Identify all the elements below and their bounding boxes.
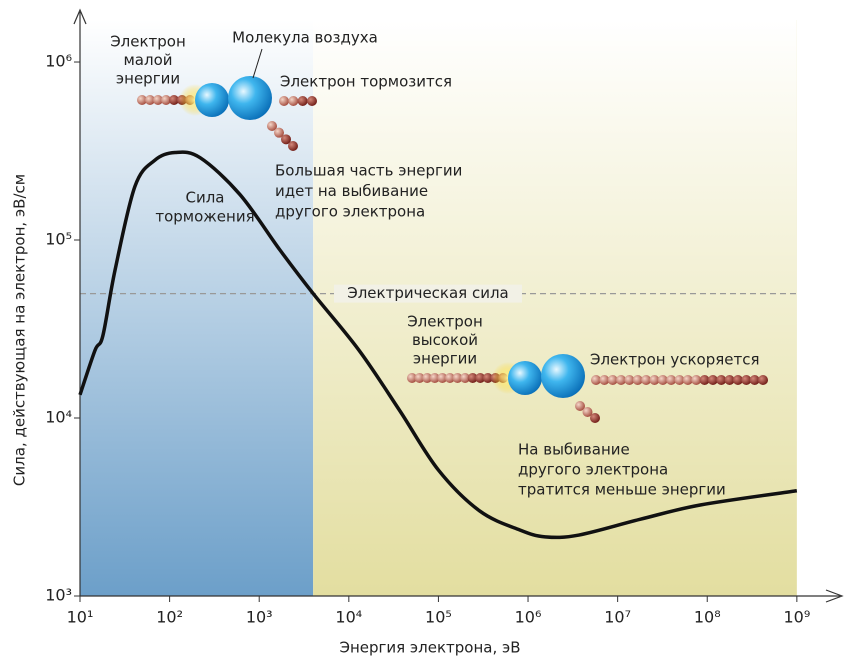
bead bbox=[682, 375, 693, 385]
x-axis-arrow bbox=[825, 589, 844, 603]
bead bbox=[444, 373, 455, 383]
bead bbox=[307, 96, 317, 106]
bead bbox=[274, 127, 284, 138]
y-axis-title: Сила, действующая на электрон, эВ/см bbox=[11, 174, 29, 486]
threshold-label-bg bbox=[334, 284, 522, 303]
bead bbox=[674, 375, 685, 385]
annotation: Молекула воздуха bbox=[232, 29, 378, 47]
bead bbox=[716, 375, 727, 385]
x-tick-label: 10¹ bbox=[67, 608, 94, 627]
annotation: Электрон ускоряется bbox=[590, 351, 760, 369]
bead bbox=[429, 373, 440, 383]
bead bbox=[288, 141, 298, 151]
x-tick-label: 10⁶ bbox=[515, 608, 542, 627]
x-tick-label: 10⁹ bbox=[783, 608, 810, 627]
bead bbox=[475, 373, 486, 383]
bead bbox=[137, 95, 147, 105]
bead bbox=[281, 134, 291, 145]
bead bbox=[607, 375, 618, 385]
x-axis-title: Энергия электрона, эВ bbox=[339, 639, 520, 657]
y-axis-arrow bbox=[73, 8, 87, 25]
annotation: малой bbox=[123, 51, 172, 69]
atom bbox=[195, 83, 229, 117]
bead bbox=[758, 375, 768, 385]
bead bbox=[153, 95, 163, 105]
bead bbox=[691, 375, 702, 385]
bead bbox=[590, 413, 600, 423]
x-tick-label: 10⁴ bbox=[335, 608, 362, 627]
annotation: высокой bbox=[412, 331, 478, 349]
bead bbox=[279, 96, 289, 106]
bead bbox=[641, 375, 652, 385]
annotation: торможения bbox=[155, 208, 254, 226]
annotation: тратится меньше энергии bbox=[518, 481, 726, 499]
background bbox=[80, 20, 797, 596]
x-tick-label: 10⁸ bbox=[694, 608, 721, 627]
bead bbox=[288, 96, 299, 106]
x-tick-label: 10³ bbox=[246, 608, 273, 627]
bead bbox=[707, 375, 718, 385]
atom bbox=[508, 361, 542, 395]
bead bbox=[575, 401, 585, 411]
annotation: На выбивание bbox=[518, 441, 630, 459]
annotation: другого электрона bbox=[275, 203, 425, 221]
bead bbox=[467, 373, 478, 383]
bead bbox=[582, 407, 593, 417]
x-tick-label: 10⁷ bbox=[604, 608, 631, 627]
bead bbox=[161, 95, 171, 105]
bead bbox=[624, 375, 635, 385]
bead bbox=[649, 375, 660, 385]
bead bbox=[591, 375, 601, 385]
pointer bbox=[252, 48, 263, 79]
bead bbox=[452, 373, 463, 383]
bead bbox=[414, 373, 425, 383]
annotation: другого электрона bbox=[518, 461, 668, 479]
threshold-label: Электрическая сила bbox=[347, 284, 509, 302]
annotation: Электрон тормозится bbox=[280, 73, 452, 91]
x-tick-label: 10⁵ bbox=[425, 608, 452, 627]
atom bbox=[228, 76, 272, 120]
illustrations bbox=[137, 76, 768, 423]
bead bbox=[460, 373, 471, 383]
curve bbox=[78, 150, 798, 540]
annotation: Электрон bbox=[407, 313, 483, 331]
bead bbox=[741, 375, 752, 385]
annotation: идет на выбивание bbox=[275, 182, 428, 200]
bead bbox=[437, 373, 448, 383]
atom bbox=[541, 354, 585, 398]
bead bbox=[666, 375, 677, 385]
bead bbox=[699, 375, 710, 385]
region-fade bbox=[80, 20, 797, 596]
annotation: энергии bbox=[413, 350, 477, 368]
bead bbox=[616, 375, 627, 385]
y-tick-label: 10⁴ bbox=[45, 408, 72, 427]
bead bbox=[482, 373, 493, 383]
x-tick-label: 10² bbox=[156, 608, 183, 627]
bead bbox=[297, 96, 308, 106]
annotation: Электрон bbox=[110, 33, 186, 51]
y-tick-label: 10⁶ bbox=[45, 52, 72, 71]
bead bbox=[632, 375, 643, 385]
bead bbox=[407, 373, 417, 383]
annotation: энергии bbox=[116, 70, 180, 88]
y-tick-label: 10⁵ bbox=[45, 230, 72, 249]
annotation: Сила bbox=[185, 189, 224, 207]
bead bbox=[267, 121, 277, 131]
annotation: Большая часть энергии bbox=[275, 162, 462, 180]
bead bbox=[749, 375, 760, 385]
bead bbox=[732, 375, 743, 385]
y-tick-label: 10³ bbox=[45, 586, 72, 605]
bead bbox=[169, 95, 179, 105]
bead bbox=[145, 95, 155, 105]
bead bbox=[599, 375, 610, 385]
bead bbox=[724, 375, 735, 385]
bead bbox=[422, 373, 433, 383]
bead bbox=[657, 375, 668, 385]
